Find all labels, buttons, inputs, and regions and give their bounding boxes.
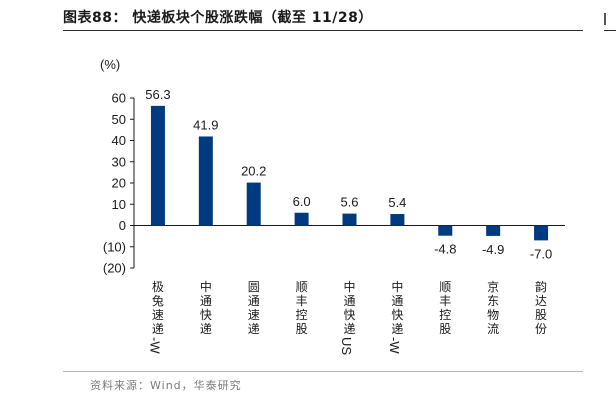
y-tick-label: 20 <box>112 176 126 191</box>
y-tick-label: 0 <box>119 218 126 233</box>
bar <box>342 213 357 226</box>
svg-text:递: 递 <box>391 322 403 336</box>
bar <box>294 212 309 226</box>
adjacent-panel-edge <box>604 13 616 25</box>
y-tick-label: 40 <box>112 133 126 148</box>
svg-text:京: 京 <box>487 280 499 294</box>
y-tick-label: (10) <box>103 239 126 254</box>
svg-text:速: 速 <box>248 308 260 322</box>
bar-value-label: 6.0 <box>293 194 311 209</box>
y-tick-label: 10 <box>112 197 126 212</box>
chart-title: 图表88： 快递板块个股涨跌幅（截至 11/28） <box>63 10 373 26</box>
svg-text:递: 递 <box>152 322 164 336</box>
svg-text:韵: 韵 <box>535 279 547 294</box>
svg-text:中: 中 <box>343 279 355 294</box>
y-tick-label: 50 <box>112 112 126 127</box>
bar <box>486 225 501 236</box>
y-tick-label: 30 <box>112 154 126 169</box>
svg-text:达: 达 <box>535 294 547 308</box>
bar-series <box>150 105 549 241</box>
svg-text:快: 快 <box>343 308 355 322</box>
svg-text:通: 通 <box>200 294 212 308</box>
category-labels: 极兔速递-W中通快递圆通速递顺丰控股中通快递US中通快递-W顺丰控股京东物流韵达… <box>148 279 548 355</box>
svg-text:快: 快 <box>200 308 212 322</box>
bar <box>390 214 405 226</box>
svg-text:通: 通 <box>391 294 403 308</box>
svg-text:兔: 兔 <box>152 293 164 308</box>
svg-text:股: 股 <box>296 322 308 336</box>
svg-text:递: 递 <box>248 322 260 336</box>
svg-text:份: 份 <box>535 322 547 336</box>
svg-text:控: 控 <box>296 308 308 322</box>
bar <box>534 225 549 241</box>
bar-value-label: -4.9 <box>482 242 504 257</box>
bar-value-label: -4.8 <box>434 242 456 257</box>
svg-text:中: 中 <box>200 279 212 294</box>
svg-text:递: 递 <box>343 322 355 336</box>
svg-text:物: 物 <box>487 308 499 322</box>
bar <box>150 105 165 226</box>
svg-text:通: 通 <box>343 294 355 308</box>
bar-value-label: 41.9 <box>193 117 218 132</box>
svg-text:速: 速 <box>152 308 164 322</box>
y-axis-unit-label: (%) <box>100 57 120 72</box>
svg-text:US: US <box>339 337 354 355</box>
svg-text:控: 控 <box>439 308 451 322</box>
svg-text:中: 中 <box>391 279 403 294</box>
bar <box>438 225 453 236</box>
svg-text:-W: -W <box>148 337 163 354</box>
source-note: 资料来源：Wind，华泰研究 <box>90 379 242 392</box>
y-tick-label: (20) <box>103 261 126 276</box>
title-divider <box>63 30 583 31</box>
svg-text:顺: 顺 <box>296 280 308 294</box>
y-tick-label: 60 <box>112 91 126 106</box>
bar-value-label: 56.3 <box>145 87 170 102</box>
svg-text:东: 东 <box>487 294 499 308</box>
svg-text:通: 通 <box>248 294 260 308</box>
adjacent-panel-divider <box>604 30 616 31</box>
bar <box>246 182 261 226</box>
bar-value-label: -7.0 <box>530 246 552 261</box>
svg-text:股: 股 <box>535 308 547 322</box>
svg-text:丰: 丰 <box>439 294 451 308</box>
bar-value-label: 5.4 <box>388 195 406 210</box>
svg-text:递: 递 <box>200 322 212 336</box>
svg-text:-W: -W <box>387 337 402 354</box>
bar-value-label: 5.6 <box>340 195 358 210</box>
svg-text:极: 极 <box>152 280 164 294</box>
bar-value-label: 20.2 <box>241 164 266 179</box>
svg-text:快: 快 <box>391 308 403 322</box>
data-labels: 56.3 41.9 20.2 6.0 5.6 5.4 -4.8 -4.9 -7.0 <box>145 87 552 262</box>
bar <box>198 136 213 226</box>
svg-text:丰: 丰 <box>296 294 308 308</box>
svg-text:顺: 顺 <box>439 280 451 294</box>
svg-text:股: 股 <box>439 322 451 336</box>
svg-text:流: 流 <box>487 322 499 336</box>
svg-text:圆: 圆 <box>248 280 260 294</box>
source-divider <box>63 371 583 372</box>
